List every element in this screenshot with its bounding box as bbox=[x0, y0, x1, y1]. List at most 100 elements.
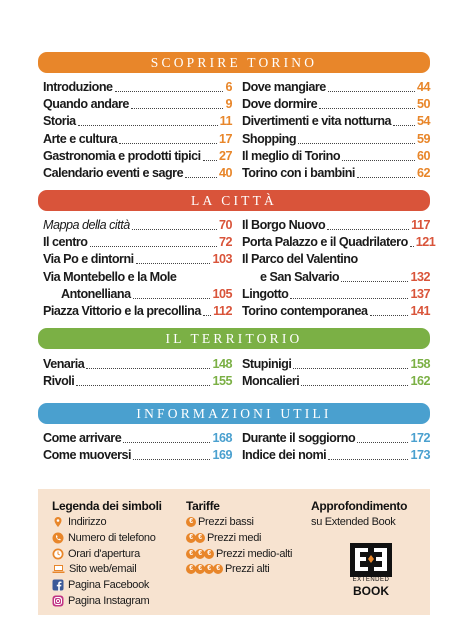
phone-icon bbox=[52, 532, 68, 544]
legend-prices-title: Tariffe bbox=[186, 499, 220, 513]
toc-page-number: 158 bbox=[410, 357, 430, 371]
toc-entry[interactable]: Quando andare 9 bbox=[43, 97, 232, 112]
toc-entry-label: Via Montebello e la Mole bbox=[43, 269, 177, 284]
toc-entry-label: Gastronomia e prodotti tipici bbox=[43, 148, 201, 163]
toc-entry-label: Shopping bbox=[242, 131, 297, 146]
toc-entry-label: Introduzione bbox=[43, 80, 113, 94]
toc-entry[interactable]: Come muoversi 169 bbox=[43, 448, 232, 463]
toc-leader-dots bbox=[123, 442, 211, 443]
toc-entry[interactable]: Via Montebello e la Mole bbox=[43, 270, 232, 285]
toc-entry[interactable]: Antonelliana 105 bbox=[43, 287, 232, 302]
toc-leader-dots bbox=[356, 177, 415, 178]
section-banner-informazioni-utili: Informazioni utili bbox=[38, 403, 430, 424]
toc-leader-dots bbox=[76, 385, 211, 387]
toc-entry[interactable]: Moncalieri 162 bbox=[242, 374, 430, 389]
euro-coins-icon: € € € € bbox=[186, 564, 223, 575]
toc-entry-label: Come arrivare bbox=[43, 431, 122, 445]
euro-coin-icon: € bbox=[195, 548, 205, 559]
euro-coin-icon: € bbox=[204, 548, 214, 559]
toc-leader-dots bbox=[327, 91, 415, 92]
section-banner-la-citta: La città bbox=[38, 190, 430, 211]
toc-entry[interactable]: Piazza Vittorio e la precollina 112 bbox=[43, 304, 232, 319]
toc-entry-label: Indice dei nomi bbox=[242, 448, 327, 463]
toc-page-number: 103 bbox=[212, 252, 232, 267]
toc-entry[interactable]: Torino contemporanea 141 bbox=[242, 304, 430, 319]
toc-entry-label: Via Po e dintorni bbox=[43, 252, 134, 267]
euro-coins-icon: € € bbox=[186, 532, 205, 543]
toc-entry[interactable]: Calendario eventi e sagre 40 bbox=[43, 166, 233, 181]
toc-leader-dots bbox=[114, 91, 224, 92]
toc-page-number: 173 bbox=[410, 448, 430, 463]
toc-entry-label: Lingotto bbox=[242, 286, 289, 301]
toc-leader-dots bbox=[130, 108, 224, 110]
instagram-icon bbox=[52, 595, 68, 607]
toc-entry-label: Stupinigi bbox=[242, 357, 292, 371]
legend-symbol-label: Numero di telefono bbox=[68, 531, 156, 544]
toc-leader-dots bbox=[89, 246, 217, 248]
legend-price-item: € € € € Prezzi alti bbox=[186, 563, 270, 575]
toc-entry[interactable]: Stupinigi 158 bbox=[242, 357, 430, 372]
toc-entry[interactable]: Dove dormire 50 bbox=[242, 97, 431, 112]
toc-entry[interactable]: Via Po e dintorni 103 bbox=[43, 252, 232, 267]
toc-entry[interactable]: Mappa della città 70 bbox=[43, 218, 233, 233]
toc-entry[interactable]: Il Borgo Nuovo 117 bbox=[242, 218, 430, 233]
toc-page-number: 132 bbox=[410, 269, 430, 284]
toc-entry[interactable]: Il centro 72 bbox=[43, 235, 233, 250]
toc-leader-dots bbox=[135, 263, 211, 265]
legend-symbol-label: Pagina Facebook bbox=[68, 579, 150, 592]
toc-leader-dots bbox=[393, 125, 415, 127]
toc-page-number: 105 bbox=[212, 286, 232, 301]
toc-leader-dots bbox=[327, 229, 410, 230]
toc-entry-label: Arte e cultura bbox=[43, 131, 118, 146]
toc-leader-dots bbox=[369, 315, 409, 316]
toc-page-number: 27 bbox=[218, 148, 233, 163]
toc-entry[interactable]: Arte e cultura 17 bbox=[43, 131, 233, 147]
toc-entry-label: Rivoli bbox=[43, 374, 75, 389]
toc-entry[interactable]: Rivoli 155 bbox=[43, 374, 232, 389]
toc-entry[interactable]: Shopping 59 bbox=[242, 131, 431, 147]
toc-page-number: 148 bbox=[212, 357, 232, 371]
toc-entry[interactable]: Come arrivare 168 bbox=[43, 431, 232, 446]
euro-coin-icon: € bbox=[195, 564, 205, 575]
legend-symbol-label: Indirizzo bbox=[68, 516, 107, 528]
toc-entry-label: Il Borgo Nuovo bbox=[242, 218, 326, 232]
toc-page-number: 141 bbox=[410, 304, 430, 318]
toc-leader-dots bbox=[342, 159, 415, 161]
toc-entry[interactable]: Storia 11 bbox=[43, 114, 233, 129]
extended-book-logo bbox=[350, 543, 392, 577]
toc-entry[interactable]: Durante il soggiorno 172 bbox=[242, 431, 430, 446]
toc-entry[interactable]: Introduzione 6 bbox=[43, 80, 232, 95]
toc-entry[interactable]: Il Parco del Valentino bbox=[242, 252, 430, 267]
toc-page-number: 172 bbox=[410, 431, 430, 445]
toc-entry[interactable]: Indice dei nomi 173 bbox=[242, 448, 430, 463]
toc-entry[interactable]: Gastronomia e prodotti tipici 27 bbox=[43, 148, 233, 164]
legend-symbol-item: Sito web/email bbox=[52, 563, 137, 575]
legend-extra-subtitle: su Extended Book bbox=[311, 516, 396, 528]
toc-page-number: 117 bbox=[411, 218, 430, 232]
legend-extra-title: Approfondimento bbox=[311, 499, 408, 513]
toc-entry[interactable]: Porta Palazzo e il Quadrilatero 121 bbox=[242, 235, 436, 250]
toc-leader-dots bbox=[132, 459, 211, 461]
toc-page-number: 72 bbox=[218, 235, 233, 250]
legend-symbol-item: Pagina Facebook bbox=[52, 579, 150, 592]
toc-leader-dots bbox=[341, 280, 409, 282]
toc-entry-label: Divertimenti e vita notturna bbox=[242, 114, 392, 129]
toc-entry[interactable]: Venaria 148 bbox=[43, 357, 232, 372]
toc-entry[interactable]: Torino con i bambini 62 bbox=[242, 166, 431, 181]
toc-entry[interactable]: Divertimenti e vita notturna 54 bbox=[242, 114, 431, 129]
toc-entry[interactable]: e San Salvario 132 bbox=[242, 270, 430, 285]
legend-symbols-title: Legenda dei simboli bbox=[52, 499, 162, 513]
toc-entry[interactable]: Il meglio di Torino 60 bbox=[242, 149, 431, 164]
toc-page-number: 59 bbox=[416, 131, 431, 146]
toc-leader-dots bbox=[298, 142, 415, 144]
toc-leader-dots bbox=[185, 177, 217, 178]
legend-price-item: € € € Prezzi medio-alti bbox=[186, 548, 293, 560]
legend-symbol-item: Indirizzo bbox=[52, 516, 107, 528]
toc-page-number: 168 bbox=[212, 431, 232, 445]
legend-price-label: Prezzi medi bbox=[207, 531, 262, 544]
toc-entry-label: Come muoversi bbox=[43, 448, 131, 463]
toc-entry[interactable]: Dove mangiare 44 bbox=[242, 80, 431, 95]
toc-page-number: 9 bbox=[225, 97, 232, 112]
clock-icon bbox=[52, 548, 68, 560]
toc-entry[interactable]: Lingotto 137 bbox=[242, 287, 430, 302]
